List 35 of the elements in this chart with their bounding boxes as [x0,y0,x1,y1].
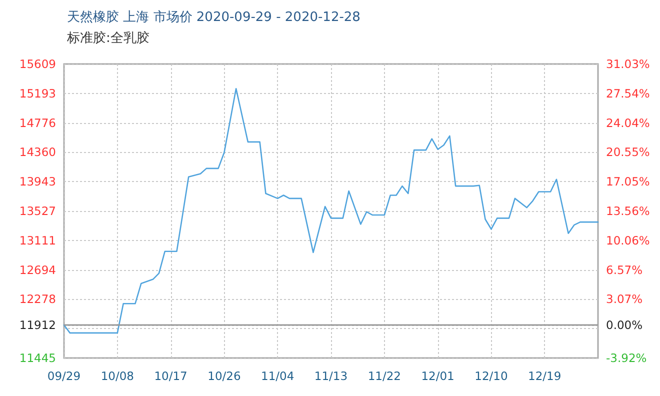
x-tick-label: 12/10 [474,369,508,383]
x-tick-label: 09/29 [47,369,81,383]
y-tick-label: 13527 [19,204,56,218]
y-tick-label: 13111 [19,233,56,248]
chart-subtitle: 标准胶:全乳胶 [66,31,150,46]
x-tick-label: 12/19 [528,369,562,383]
y2-tick-label: 13.56% [606,204,650,218]
y2-tick-label: 3.07% [606,292,643,306]
y-tick-label: 15609 [19,57,56,71]
x-tick-label: 10/17 [154,369,188,383]
y2-tick-label: 24.04% [606,116,650,130]
x-tick-label: 11/13 [314,369,348,383]
x-tick-label: 10/26 [208,369,241,383]
y-tick-label: 11912 [19,318,56,332]
y2-tick-label: 27.54% [606,86,650,100]
y2-tick-label: 6.57% [606,262,643,277]
y-tick-label: 14776 [19,116,56,130]
y-tick-label: 13943 [19,174,56,189]
x-tick-label: 11/04 [261,369,294,383]
y2-tick-label: 0.00% [606,318,643,332]
y2-tick-label: 20.55% [606,145,650,160]
y-tick-label: 12694 [19,262,56,277]
y2-tick-label: -3.92% [606,351,647,365]
y2-tick-label: 31.03% [606,57,650,71]
line-series [63,88,599,334]
y2-tick-label: 10.06% [606,233,650,248]
x-tick-label: 11/22 [368,369,401,383]
y-tick-label: 11445 [19,351,56,365]
y-tick-label: 15193 [19,86,56,100]
y-tick-label: 12278 [19,292,56,306]
x-tick-label: 12/01 [421,369,454,383]
x-tick-label: 10/08 [100,369,134,383]
y-tick-label: 14360 [19,145,56,160]
y2-tick-label: 17.05% [606,174,650,189]
chart-title: 天然橡胶 上海 市场价 2020-09-29 - 2020-12-28 [67,10,360,25]
